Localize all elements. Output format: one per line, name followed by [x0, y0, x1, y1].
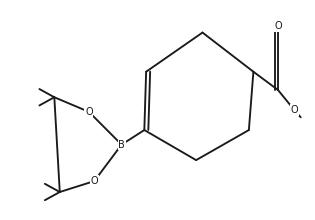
Text: B: B — [118, 140, 125, 150]
Text: O: O — [290, 105, 298, 115]
Text: O: O — [85, 107, 93, 117]
Text: O: O — [274, 21, 282, 31]
Text: O: O — [90, 176, 98, 186]
